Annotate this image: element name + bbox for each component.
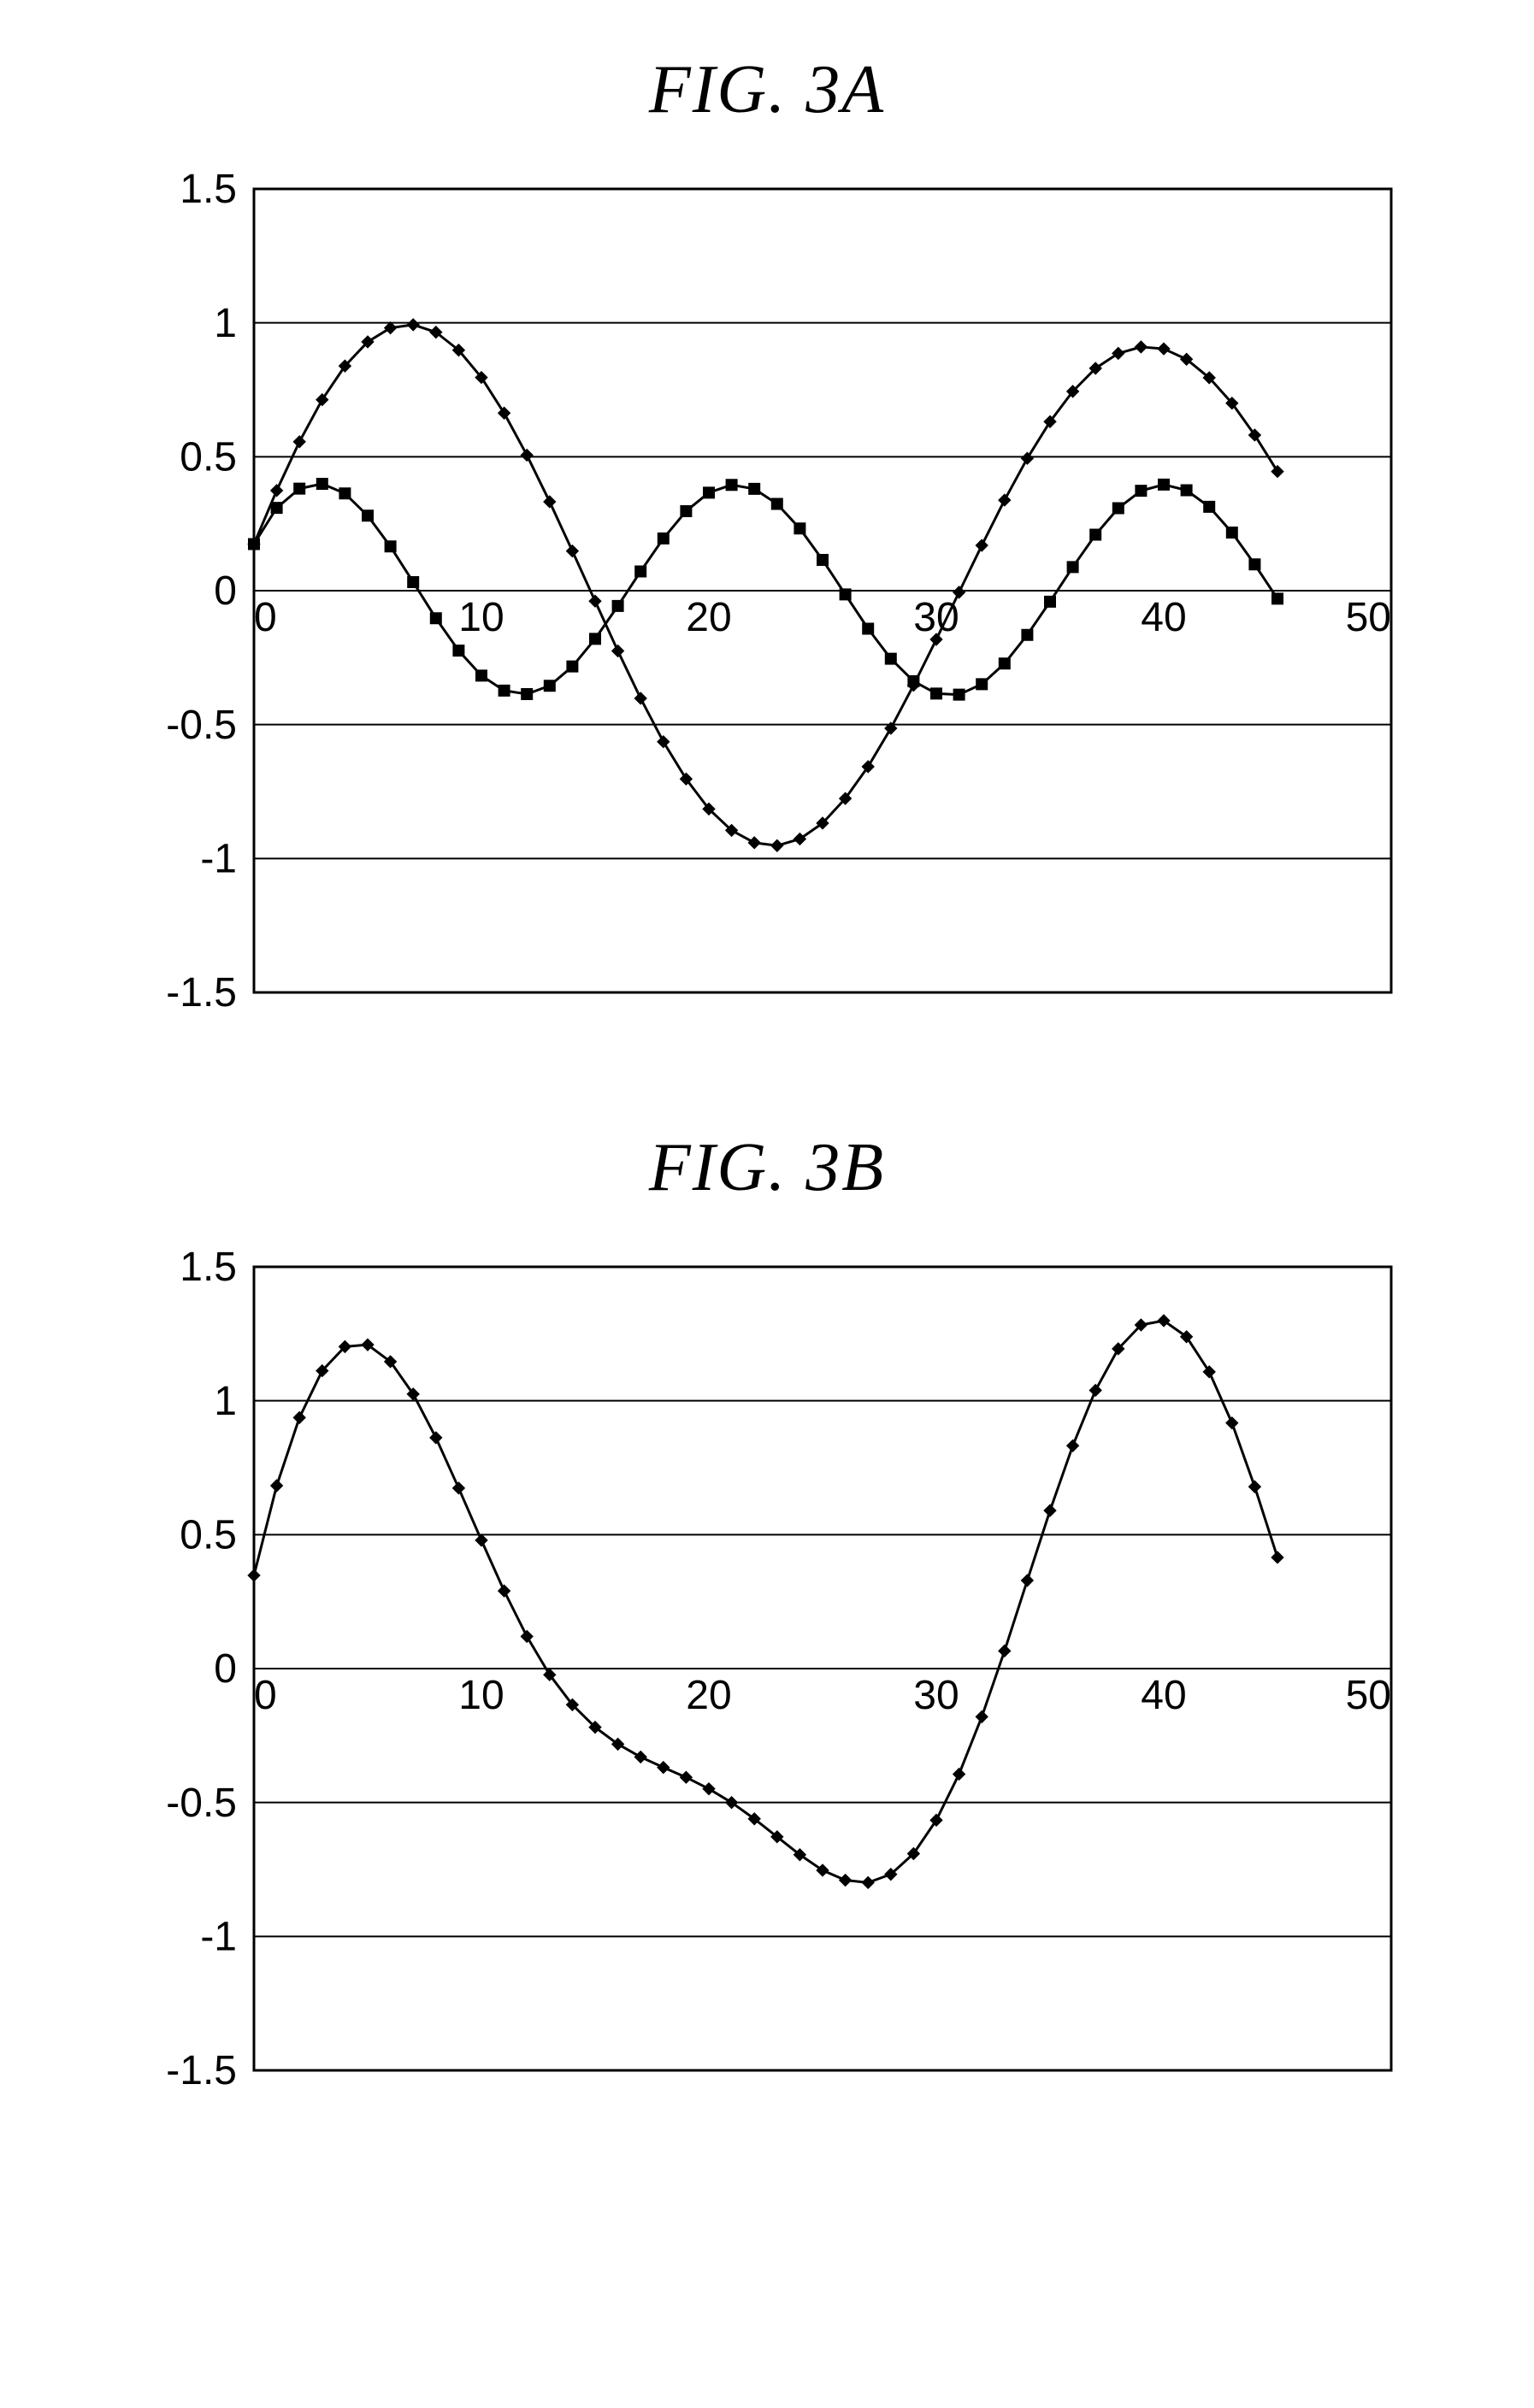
svg-text:20: 20 — [686, 1673, 731, 1718]
figure-3a-block: FIG. 3A 01020304050-1.5-1-0.500.511.5 — [86, 51, 1448, 1027]
svg-text:20: 20 — [686, 595, 731, 640]
svg-text:0: 0 — [214, 568, 237, 614]
svg-text:10: 10 — [458, 595, 504, 640]
svg-text:0: 0 — [214, 1646, 237, 1692]
svg-text:1.5: 1.5 — [180, 1245, 237, 1290]
figure-3a-title: FIG. 3A — [86, 51, 1448, 129]
figure-3b-title: FIG. 3B — [86, 1129, 1448, 1207]
svg-text:-1.5: -1.5 — [166, 2048, 237, 2093]
figure-3b-block: FIG. 3B 0 10 20 30 40 50 -1.5 -1 -0.5 0 0.5 1 1.5 — [86, 1129, 1448, 2105]
svg-text:1: 1 — [214, 1379, 237, 1424]
page: FIG. 3A 01020304050-1.5-1-0.500.511.5 FI… — [0, 0, 1534, 2276]
figure-3b-chart: 0 10 20 30 40 50 -1.5 -1 -0.5 0 0.5 1 1.5 — [109, 1233, 1425, 2105]
svg-text:-1: -1 — [200, 837, 237, 882]
svg-text:30: 30 — [913, 1673, 959, 1718]
figure-3a-chart: 01020304050-1.5-1-0.500.511.5 — [109, 155, 1425, 1027]
svg-text:-1: -1 — [200, 1915, 237, 1960]
svg-text:-1.5: -1.5 — [166, 970, 237, 1016]
svg-text:1: 1 — [214, 301, 237, 346]
svg-text:50: 50 — [1346, 595, 1391, 640]
svg-text:0.5: 0.5 — [180, 1513, 237, 1558]
svg-text:0.5: 0.5 — [180, 435, 237, 480]
svg-text:-0.5: -0.5 — [166, 703, 237, 748]
svg-text:0: 0 — [254, 1673, 277, 1718]
svg-text:10: 10 — [458, 1673, 504, 1718]
svg-text:50: 50 — [1346, 1673, 1391, 1718]
svg-text:0: 0 — [254, 595, 277, 640]
svg-text:1.5: 1.5 — [180, 167, 237, 212]
svg-text:-0.5: -0.5 — [166, 1781, 237, 1826]
svg-text:40: 40 — [1141, 1673, 1186, 1718]
svg-text:40: 40 — [1141, 595, 1186, 640]
